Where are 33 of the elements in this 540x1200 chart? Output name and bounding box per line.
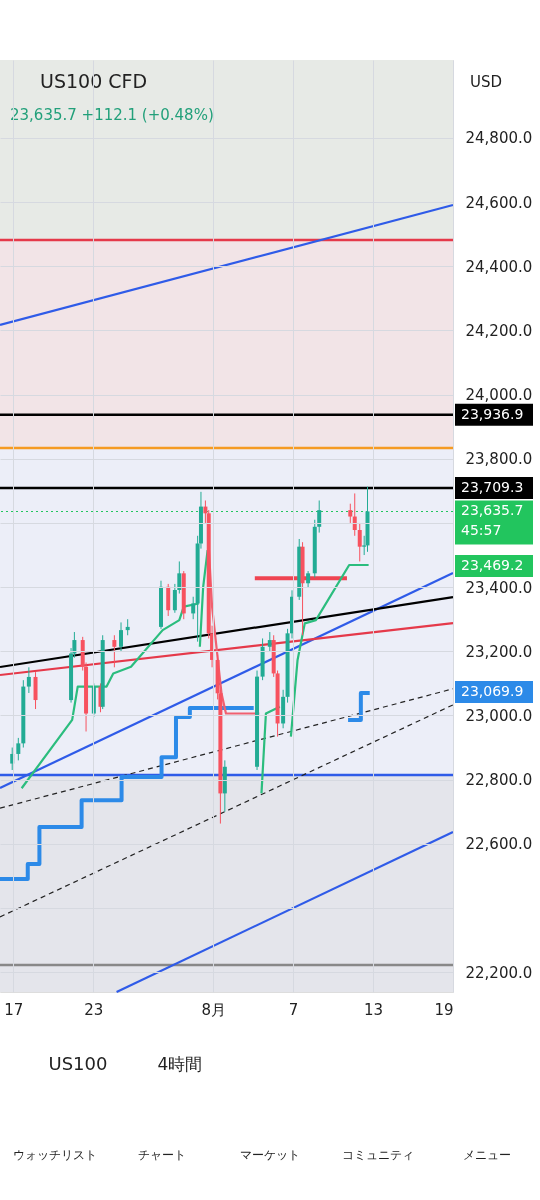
x-tick-label: 19: [434, 1000, 454, 1019]
text: メニュー: [463, 1148, 511, 1162]
x-tick-label: 23: [84, 1000, 104, 1019]
y-tick-label: 24,000.0: [465, 386, 533, 405]
text: 23,069.9: [461, 683, 524, 699]
y-tick-label: 22,800.0: [465, 771, 533, 790]
y-tick-label: 23,800.0: [465, 450, 533, 469]
y-tick-label: 24,400.0: [465, 257, 533, 276]
text: USD: [470, 73, 503, 91]
text: US100 CFD: [40, 70, 148, 92]
y-tick-label: 24,600.0: [465, 193, 533, 212]
x-tick-label: 17: [4, 1000, 24, 1019]
y-tick-label: 22,200.0: [465, 963, 533, 982]
text: チャート: [138, 1148, 186, 1162]
y-tick-label: 23,200.0: [465, 642, 533, 661]
ref-line-label: 23,709.3: [461, 478, 524, 495]
x-tick-label: 13: [364, 1000, 384, 1019]
text: 23,469.2: [461, 557, 524, 573]
y-tick-label: 23,000.0: [465, 706, 533, 725]
text: 4時間: [157, 1054, 203, 1074]
text: コミュニティ: [342, 1148, 414, 1162]
text: US100: [48, 1053, 108, 1074]
ref-line-label: 23,635.7 45:57: [461, 502, 524, 539]
y-tick-label: 23,400.0: [465, 578, 533, 597]
text: マーケット: [240, 1148, 300, 1162]
ref-line-label: 23,936.9: [461, 405, 524, 422]
text: ウォッチリスト: [13, 1148, 97, 1162]
x-tick-label: 8月: [201, 1000, 226, 1019]
y-tick-label: 24,800.0: [465, 129, 533, 148]
y-tick-label: 22,600.0: [465, 835, 533, 854]
text: 23,635.7 +112.1 (+0.48%): [10, 106, 214, 124]
x-tick-label: 7: [288, 1000, 299, 1019]
y-tick-label: 24,200.0: [465, 321, 533, 340]
